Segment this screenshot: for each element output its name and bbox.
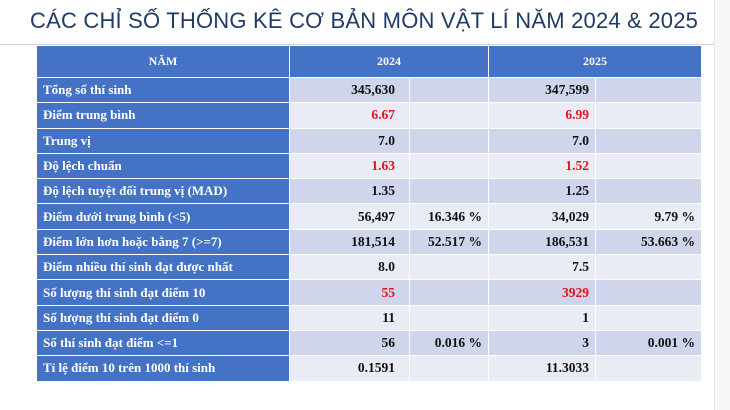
row-label: Điểm lớn hơn hoặc bằng 7 (>=7) [36, 228, 290, 256]
percent-2024 [409, 254, 489, 281]
percent-2025 [595, 178, 702, 205]
percent-2024 [409, 304, 489, 331]
table-row: Số thí sinh đạt điểm <=1 56 0.016 % 3 0.001 … [36, 329, 702, 357]
header-year-label: NĂM [36, 45, 290, 78]
value-2024: 11 [289, 304, 410, 331]
row-label: Tỉ lệ điểm 10 trên 1000 thí sinh [36, 355, 290, 382]
percent-2025: 9.79 % [595, 203, 702, 230]
percent-2025: 0.001 % [595, 329, 702, 357]
table-row: Số lượng thí sinh đạt điểm 0 11 1 [36, 304, 702, 331]
table-row: Độ lệch chuẩn 1.63 1.52 [36, 152, 702, 180]
row-label: Số lượng thí sinh đạt điểm 10 [36, 279, 290, 306]
table-body: Tổng số thí sinh 345,630 347,599 Điểm trung… [36, 76, 702, 382]
table-row: Số lượng thí sinh đạt điểm 10 55 3929 [36, 279, 702, 306]
page-title: CÁC CHỈ SỐ THỐNG KÊ CƠ BẢN MÔN VẬT LÍ NĂ… [30, 8, 699, 33]
percent-2024 [409, 355, 489, 382]
value-2024: 1.63 [289, 152, 410, 180]
value-2024: 8.0 [289, 254, 410, 281]
row-label: Tổng số thí sinh [36, 76, 290, 104]
percent-2024 [409, 279, 489, 306]
scrollbar-edge [714, 0, 730, 410]
table-row: Điểm lớn hơn hoặc bằng 7 (>=7) 181,514 52.… [36, 228, 702, 256]
percent-2025: 53.663 % [595, 228, 702, 256]
table-row: Tỉ lệ điểm 10 trên 1000 thí sinh 0.1591 11… [36, 355, 702, 382]
row-label: Số thí sinh đạt điểm <=1 [36, 329, 290, 357]
percent-2025 [595, 102, 702, 129]
percent-2025 [595, 254, 702, 281]
table-row: Điểm dưới trung bình (<5) 56,497 16.346 % 3… [36, 203, 702, 230]
value-2025: 7.0 [488, 127, 596, 154]
row-label: Điểm dưới trung bình (<5) [36, 203, 290, 230]
percent-2025 [595, 127, 702, 154]
percent-2024: 52.517 % [409, 228, 489, 256]
value-2025: 3 [488, 329, 596, 357]
percent-2025 [595, 279, 702, 306]
title-divider [0, 44, 715, 45]
value-2024: 55 [289, 279, 410, 306]
value-2025: 1.52 [488, 152, 596, 180]
value-2024: 181,514 [289, 228, 410, 256]
value-2025: 6.99 [488, 102, 596, 129]
table-row: Điểm nhiều thí sinh đạt được nhất 8.0 7.5 [36, 254, 702, 281]
percent-2024 [409, 152, 489, 180]
percent-2025 [595, 355, 702, 382]
percent-2024 [409, 178, 489, 205]
percent-2025 [595, 304, 702, 331]
value-2025: 347,599 [488, 76, 596, 104]
value-2025: 7.5 [488, 254, 596, 281]
watermark-mark [719, 300, 727, 360]
percent-2024 [409, 76, 489, 104]
value-2024: 345,630 [289, 76, 410, 104]
header-year-2024: 2024 [289, 45, 489, 78]
value-2025: 3929 [488, 279, 596, 306]
statistics-table: NĂM 2024 2025 Tổng số thí sinh 345,630 347… [36, 45, 702, 382]
value-2025: 186,531 [488, 228, 596, 256]
value-2024: 6.67 [289, 102, 410, 129]
percent-2025 [595, 76, 702, 104]
percent-2024: 16.346 % [409, 203, 489, 230]
value-2024: 1.35 [289, 178, 410, 205]
table-row: Điểm trung bình 6.67 6.99 [36, 102, 702, 129]
row-label: Độ lệch chuẩn [36, 152, 290, 180]
percent-2024 [409, 102, 489, 129]
header-year-2025: 2025 [488, 45, 702, 78]
value-2024: 0.1591 [289, 355, 410, 382]
table-header-row: NĂM 2024 2025 [36, 45, 702, 78]
table-row: Tổng số thí sinh 345,630 347,599 [36, 76, 702, 104]
value-2024: 56,497 [289, 203, 410, 230]
percent-2024: 0.016 % [409, 329, 489, 357]
value-2024: 7.0 [289, 127, 410, 154]
row-label: Điểm trung bình [36, 102, 290, 129]
percent-2025 [595, 152, 702, 180]
value-2024: 56 [289, 329, 410, 357]
value-2025: 34,029 [488, 203, 596, 230]
value-2025: 1.25 [488, 178, 596, 205]
row-label: Số lượng thí sinh đạt điểm 0 [36, 304, 290, 331]
table-row: Độ lệch tuyệt đối trung vị (MAD) 1.35 1.25 [36, 178, 702, 205]
value-2025: 1 [488, 304, 596, 331]
value-2025: 11.3033 [488, 355, 596, 382]
row-label: Độ lệch tuyệt đối trung vị (MAD) [36, 178, 290, 205]
table-row: Trung vị 7.0 7.0 [36, 127, 702, 154]
row-label: Điểm nhiều thí sinh đạt được nhất [36, 254, 290, 281]
row-label: Trung vị [36, 127, 290, 154]
percent-2024 [409, 127, 489, 154]
